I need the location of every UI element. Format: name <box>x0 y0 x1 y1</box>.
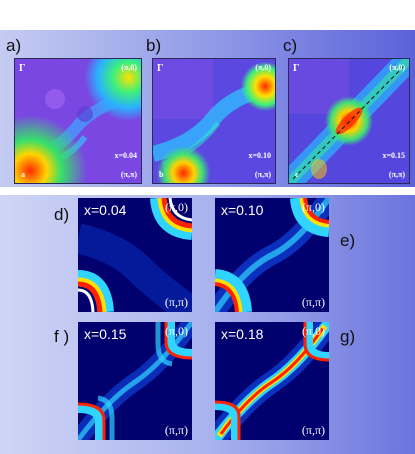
theory-map-x018-image <box>215 322 329 440</box>
arpes-map-x004: Γ (π,0) x=0.04 (π,π) a <box>14 58 142 184</box>
doping-label: x=0.04 <box>114 151 137 160</box>
doping-label: x=0.15 <box>84 326 127 342</box>
bottom-row-background <box>0 195 415 454</box>
corner-pipi-label: (π,π) <box>388 170 405 179</box>
corner-pi0-label: (π,0) <box>255 63 271 72</box>
doping-label: x=0.04 <box>84 202 127 218</box>
panel-a-letter: a) <box>6 36 22 55</box>
panel-e-letter: e) <box>340 231 356 250</box>
doping-label: x=0.18 <box>221 326 264 342</box>
theory-map-x004: x=0.04 (π,0) (π,π) <box>78 198 192 312</box>
doping-label: x=0.15 <box>382 151 405 160</box>
panel-b-letter: b) <box>146 36 162 55</box>
corner-pipi-label: (π,π) <box>164 295 188 309</box>
sub-label: b <box>159 170 164 179</box>
corner-pipi-label: (π,π) <box>164 423 188 437</box>
arpes-map-x010-image <box>153 59 275 183</box>
panel-f-letter: f ) <box>54 327 70 346</box>
panel-d-letter: d) <box>54 205 70 224</box>
arpes-map-x015-image <box>289 59 409 183</box>
theory-map-x015-image <box>78 322 192 440</box>
corner-pi0-label: (π,0) <box>121 63 137 72</box>
gamma-label: Γ <box>19 63 26 74</box>
corner-pi0-label: (π,0) <box>389 63 405 72</box>
arpes-map-x015: Γ (π,0) x=0.15 (π,π) c <box>288 58 410 184</box>
sub-label: a <box>21 170 25 179</box>
theory-map-x015: x=0.15 (π,0) (π,π) <box>78 322 192 440</box>
panel-g-letter: g) <box>340 327 356 346</box>
sub-label: c <box>295 170 299 179</box>
theory-map-x010-image <box>215 198 329 312</box>
gamma-label: Γ <box>293 63 300 74</box>
gamma-label: Γ <box>157 63 164 74</box>
corner-pi0-label: (π,0) <box>301 324 325 338</box>
arpes-map-x010: Γ (π,0) x=0.10 (π,π) b <box>152 58 276 184</box>
corner-pipi-label: (π,π) <box>254 170 271 179</box>
corner-pipi-label: (π,π) <box>120 170 137 179</box>
corner-pi0-label: (π,0) <box>301 200 325 214</box>
corner-pipi-label: (π,π) <box>301 423 325 437</box>
theory-map-x018: x=0.18 (π,0) (π,π) <box>215 322 329 440</box>
corner-pipi-label: (π,π) <box>301 295 325 309</box>
panel-c-letter: c) <box>283 36 298 55</box>
corner-pi0-label: (π,0) <box>164 324 188 338</box>
theory-map-x004-image <box>78 198 192 312</box>
corner-pi0-label: (π,0) <box>164 200 188 214</box>
doping-label: x=0.10 <box>221 202 264 218</box>
arpes-map-x004-image <box>15 59 141 183</box>
theory-map-x010: x=0.10 (π,0) (π,π) <box>215 198 329 312</box>
doping-label: x=0.10 <box>248 151 271 160</box>
page-background-top <box>0 0 415 30</box>
